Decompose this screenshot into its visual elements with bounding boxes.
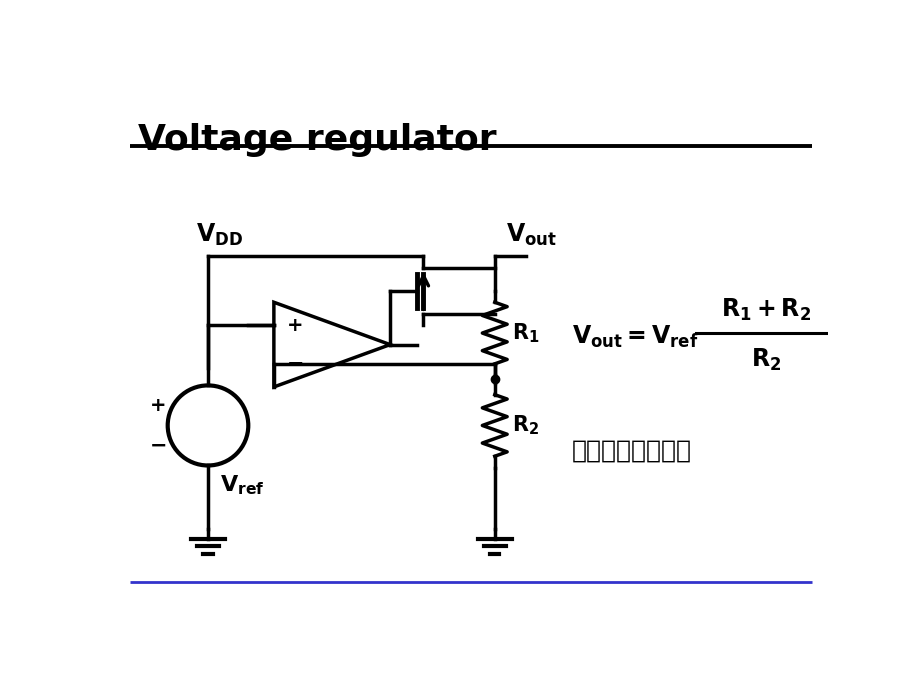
Text: Voltage regulator: Voltage regulator [138, 123, 496, 157]
Text: −: − [150, 435, 167, 455]
Text: 基准电压运用举例: 基准电压运用举例 [572, 439, 691, 463]
Text: −: − [287, 354, 304, 374]
Text: $\mathbf{R_1}$: $\mathbf{R_1}$ [511, 322, 539, 345]
Text: $\mathbf{V_{ref}}$: $\mathbf{V_{ref}}$ [220, 473, 264, 497]
Text: $\mathbf{V_{out} = V_{ref}}$: $\mathbf{V_{out} = V_{ref}}$ [572, 324, 698, 350]
Text: $\mathbf{V_{DD}}$: $\mathbf{V_{DD}}$ [196, 222, 244, 248]
Text: $\mathbf{R_2}$: $\mathbf{R_2}$ [511, 413, 539, 437]
Text: $\mathbf{V_{out}}$: $\mathbf{V_{out}}$ [505, 222, 557, 248]
Text: +: + [287, 316, 303, 335]
Text: $\mathbf{R_1 + R_2}$: $\mathbf{R_1 + R_2}$ [720, 297, 811, 323]
Text: +: + [150, 396, 166, 415]
Text: $\mathbf{R_2}$: $\mathbf{R_2}$ [750, 347, 780, 373]
